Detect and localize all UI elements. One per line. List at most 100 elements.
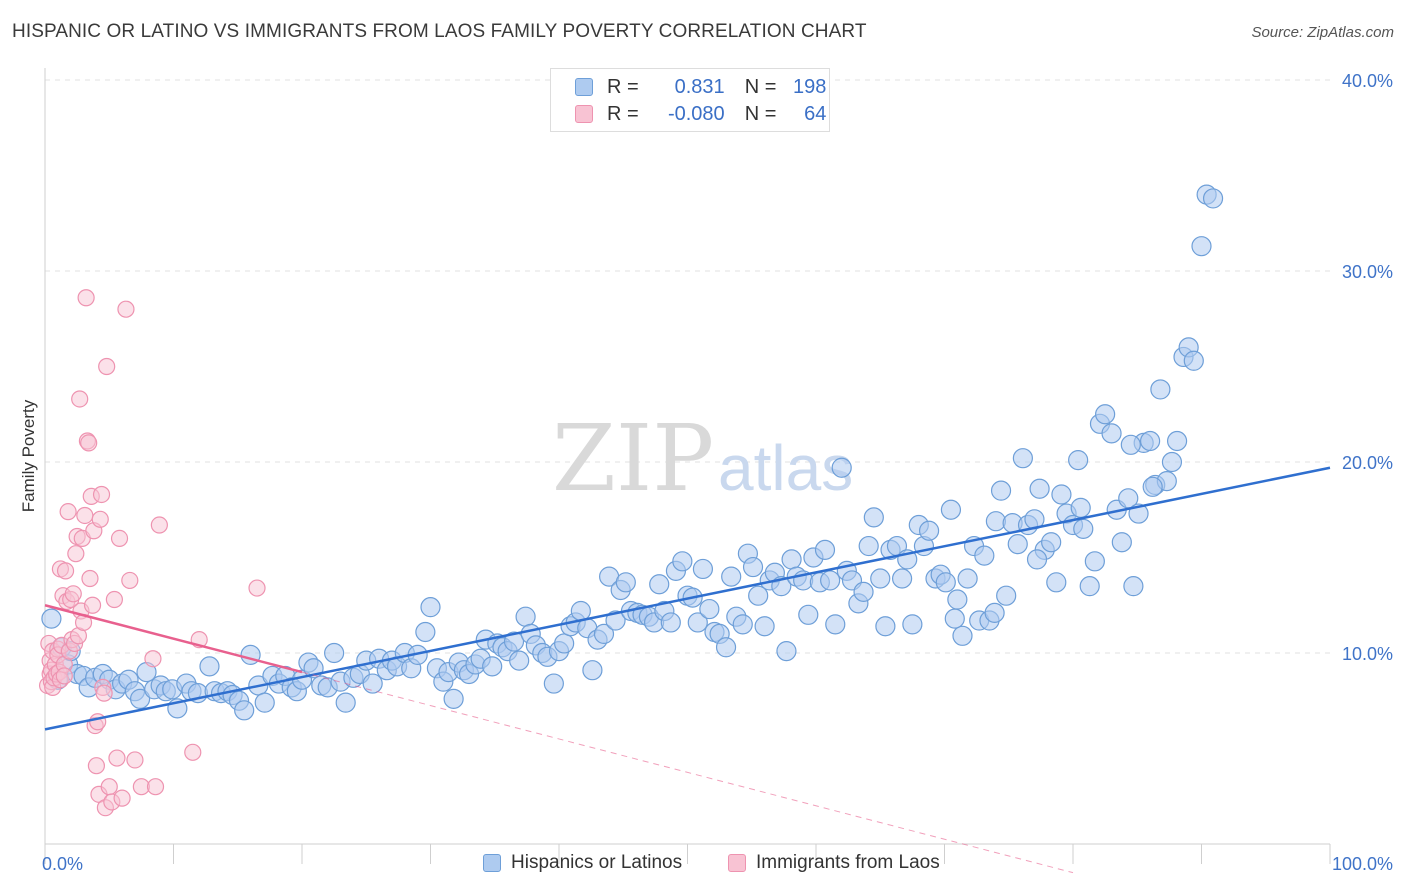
legend-row-hispanic: R = 0.831 N = 198 [575, 75, 826, 99]
point-hispanic [1084, 551, 1105, 572]
axes [44, 68, 1331, 864]
point-hispanic [742, 556, 764, 578]
point-hispanic [515, 606, 536, 627]
watermark-zip: ZIP [552, 405, 714, 512]
point-hispanic [825, 614, 846, 635]
point-laos [92, 485, 111, 504]
point-hispanic [615, 572, 636, 593]
point-laos [121, 571, 139, 590]
point-hispanic [254, 692, 275, 713]
point-hispanic [715, 637, 737, 658]
point-hispanic [1150, 379, 1171, 400]
point-hispanic [1007, 534, 1028, 555]
point-hispanic [543, 673, 564, 694]
point-hispanic [1139, 430, 1161, 452]
point-hispanic [660, 612, 681, 633]
point-hispanic [1183, 350, 1204, 371]
y-tick-label: 30.0% [1342, 262, 1393, 282]
point-hispanic [415, 621, 436, 643]
point-laos [89, 713, 107, 731]
point-hispanic [754, 616, 775, 637]
point-hispanic [776, 640, 797, 662]
point-hispanic [582, 660, 603, 681]
legend-r-value: 0.831 [674, 75, 725, 98]
point-hispanic [870, 568, 891, 589]
point-hispanic [935, 572, 956, 593]
point-hispanic [1073, 518, 1094, 539]
point-laos [98, 357, 116, 376]
point-laos [80, 434, 98, 452]
point-hispanic [1123, 576, 1144, 597]
data-points [38, 184, 1224, 817]
point-hispanic [1202, 188, 1224, 209]
chart-title: HISPANIC OR LATINO VS IMMIGRANTS FROM LA… [12, 21, 867, 42]
point-laos [248, 579, 266, 597]
legend-n-label: N = [744, 75, 777, 98]
point-hispanic [362, 673, 383, 694]
bottom-legend-label-hispanic: Hispanics or Latinos [511, 852, 683, 873]
bottom-legend-hispanic: Hispanics or Latinos [483, 852, 682, 874]
x-tick-label: 0.0% [42, 854, 83, 874]
point-hispanic [687, 612, 708, 633]
point-hispanic [699, 598, 720, 620]
legend-swatch-laos [575, 105, 593, 123]
point-hispanic [1068, 449, 1089, 471]
point-laos [81, 569, 99, 588]
point-laos [100, 778, 118, 796]
point-hispanic [952, 625, 973, 646]
legend-n-value: 64 [804, 102, 827, 125]
point-hispanic [984, 602, 1005, 623]
point-hispanic [820, 570, 841, 591]
point-hispanic [1046, 572, 1067, 593]
bottom-legend-swatch-laos [728, 854, 746, 872]
point-hispanic [1095, 404, 1116, 425]
point-laos [64, 585, 82, 603]
point-laos [67, 545, 85, 563]
point-hispanic [335, 692, 356, 713]
point-hispanic [781, 549, 802, 570]
point-laos [150, 516, 168, 534]
point-hispanic [41, 608, 62, 629]
point-laos [56, 562, 75, 580]
point-hispanic [1111, 532, 1132, 553]
point-hispanic [1041, 532, 1062, 553]
point-hispanic [1120, 434, 1141, 455]
point-hispanic [649, 574, 670, 595]
point-laos [76, 506, 94, 525]
point-laos [87, 757, 106, 775]
point-laos [113, 789, 131, 807]
point-hispanic [605, 610, 626, 631]
point-hispanic [748, 585, 769, 606]
point-laos [184, 743, 202, 761]
point-laos [83, 596, 102, 614]
trend-line-laos [44, 604, 303, 674]
point-hispanic [324, 642, 345, 664]
point-hispanic [1101, 423, 1122, 444]
point-hispanic [863, 507, 884, 528]
legend-n-label: N = [744, 102, 777, 125]
point-hispanic [947, 589, 968, 610]
chart-source: Source: ZipAtlas.com [1251, 24, 1394, 41]
point-hispanic [831, 457, 852, 478]
point-laos [110, 529, 129, 548]
point-laos [105, 590, 123, 609]
y-tick-label: 40.0% [1342, 71, 1393, 91]
point-hispanic [554, 633, 575, 654]
point-hispanic [503, 631, 525, 652]
point-laos [117, 300, 135, 318]
point-hispanic [199, 656, 220, 677]
legend-swatch-hispanic [575, 78, 593, 96]
point-hispanic [420, 597, 441, 618]
legend-r-value: -0.080 [667, 102, 725, 125]
point-laos [146, 778, 165, 796]
point-hispanic [902, 614, 923, 635]
y-tick-label: 20.0% [1342, 453, 1393, 473]
trend-line-hispanic [44, 466, 1331, 731]
point-hispanic [918, 520, 940, 541]
point-hispanic [858, 535, 879, 557]
point-hispanic [814, 539, 836, 560]
point-hispanic [1012, 448, 1033, 469]
legend-r-label: R = [607, 102, 639, 125]
point-hispanic [944, 608, 965, 629]
